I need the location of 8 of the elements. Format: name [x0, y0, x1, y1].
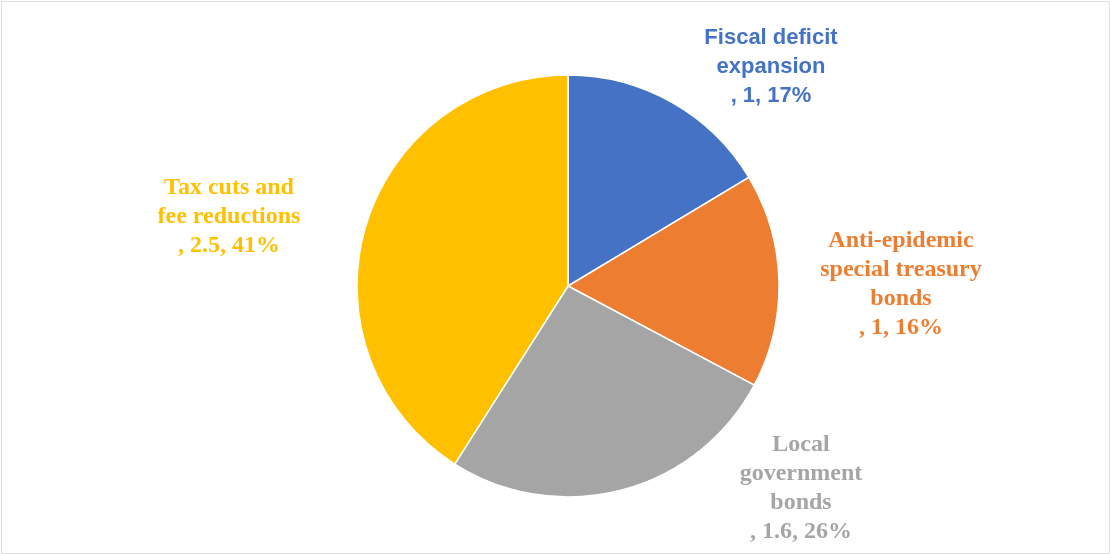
slice-label: Local government bonds — [739, 430, 863, 514]
data-label: , 2.5, 41% — [178, 231, 280, 257]
slice-label: Fiscal deficit expansion — [704, 24, 839, 78]
data-label: , 1, 17% — [730, 82, 812, 107]
data-label: , 1.6, 26% — [750, 517, 852, 543]
data-label: , 1, 16% — [859, 313, 943, 339]
slice-label: Anti-epidemic special treasury bonds — [820, 226, 982, 310]
slice-label: Tax cuts and fee reductions — [157, 173, 301, 228]
